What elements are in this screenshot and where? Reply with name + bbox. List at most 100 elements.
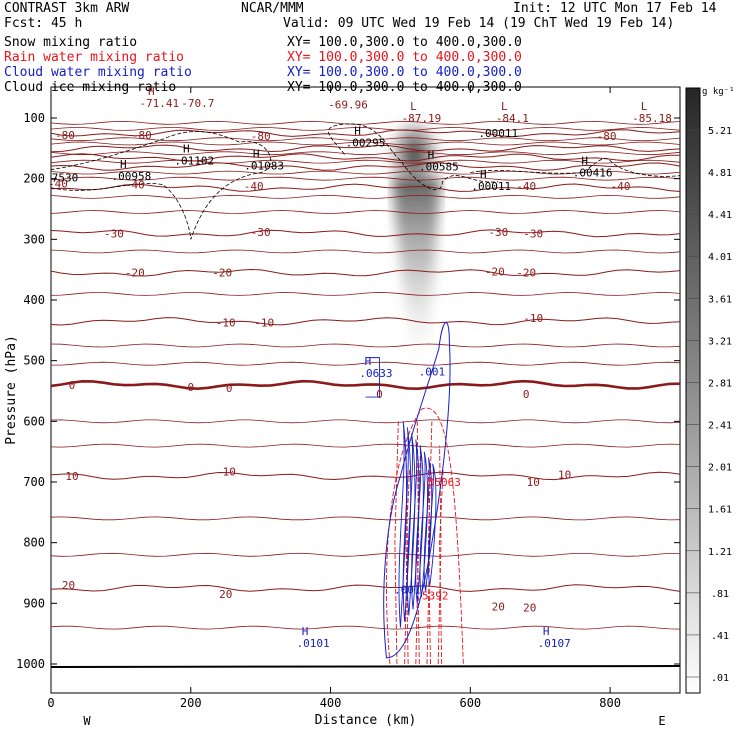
isotherm-label: -40 — [244, 180, 264, 193]
extremum-value: .05063 — [421, 476, 461, 489]
x-tick-label: 800 — [599, 696, 621, 710]
colorbar-label: 2.01 — [708, 463, 732, 474]
isotherm-label: -20 — [212, 267, 232, 280]
isotherm-label: 20 — [523, 602, 536, 615]
isotherm-20 — [50, 584, 681, 592]
east-label: E — [658, 714, 665, 728]
extremum-type: H — [354, 124, 361, 137]
isotherm-label: -80 — [132, 129, 152, 142]
isotherm-label: -10 — [254, 316, 274, 329]
rain-contour — [437, 445, 442, 665]
ice-contour-center — [328, 123, 499, 191]
extremum-value: .001 — [419, 366, 446, 379]
isotherm-minor — [50, 137, 681, 142]
org-label: NCAR/MMM — [241, 1, 304, 16]
x-tick-label: 200 — [180, 696, 202, 710]
isotherm-minor — [50, 141, 681, 146]
isotherm--60 — [50, 153, 681, 162]
y-axis-label: Pressure (hPa) — [4, 335, 19, 445]
isotherm-label: 0 — [69, 379, 76, 392]
isotherm-label: 20 — [492, 600, 505, 613]
temperature-contours — [50, 120, 681, 630]
extremum-value: .0107 — [538, 637, 571, 650]
west-label: W — [83, 714, 91, 728]
isotherm-label: -30 — [488, 226, 508, 239]
extremum-value: -70.7 — [181, 97, 214, 110]
y-tick-label: 1000 — [16, 657, 45, 671]
extrema-labels: H-71.41 -70.7 -69.96 L-87.19L-84.1L-85.18H.… — [52, 85, 672, 650]
isotherm--80 — [50, 129, 681, 138]
isotherm-label: -10 — [216, 316, 236, 329]
cloud-water-core — [406, 433, 416, 616]
extremum-value: .01102 — [174, 154, 214, 167]
isotherm-minor — [51, 361, 681, 366]
cloud-ice-contours — [50, 123, 681, 240]
rain-contour — [415, 421, 420, 665]
isotherm-label: -40 — [48, 178, 68, 191]
extremum-value: .00295 — [346, 136, 386, 149]
isotherm-label: 10 — [527, 476, 540, 489]
y-tick-label: 800 — [23, 536, 45, 550]
extremum-value: .00416 — [573, 167, 613, 180]
isotherm--70 — [50, 144, 681, 153]
isotherm--50 — [50, 162, 681, 171]
extremum-type: L — [501, 100, 508, 113]
colorbar-label: .41 — [711, 631, 729, 642]
rain-contour — [427, 421, 433, 665]
plot-area: -80 -80 -80 -80 -40 -40 -40 -40 -40 -30 -30 -30 -30 -… — [48, 85, 681, 694]
isotherm-label: -40 — [125, 179, 145, 192]
init-time: Init: 12 UTC Mon 17 Feb 14 — [513, 1, 717, 16]
isotherm--30 — [50, 229, 681, 238]
cloud-water-core — [398, 421, 408, 628]
y-tick-label: 700 — [23, 475, 45, 489]
cloud-water-core — [427, 463, 437, 586]
isotherm--10 — [50, 317, 681, 326]
isotherm-label: 0 — [226, 382, 233, 395]
plume-stem — [392, 178, 441, 349]
rain-contour — [394, 421, 399, 665]
extremum-value: -84.1 — [496, 112, 529, 125]
colorbar-label: 1.21 — [708, 547, 732, 558]
extremum-type: H — [581, 155, 588, 168]
isotherm--40 — [50, 183, 681, 192]
y-tick-label: 200 — [23, 172, 45, 186]
legend-snow-label: Snow mixing ratio — [4, 35, 138, 50]
plot-frame — [50, 86, 681, 694]
extremum-type: H — [428, 149, 435, 162]
isotherm-label: 0 — [523, 388, 530, 401]
colorbar-label: .01 — [711, 673, 729, 684]
isotherm-label: -40 — [516, 180, 536, 193]
colorbar-label: 4.41 — [708, 210, 732, 221]
extremum-value: .00585 — [419, 161, 459, 174]
isotherm-minor — [50, 419, 681, 424]
colorbar-unit: g kg⁻¹ — [702, 87, 735, 97]
isotherm-0 — [50, 379, 681, 391]
y-tick-label: 100 — [23, 111, 45, 125]
isotherm-minor — [50, 194, 681, 199]
isotherm-10 — [50, 471, 681, 481]
snow-plume-shading — [386, 121, 443, 349]
isotherm-label: 0 — [187, 381, 194, 394]
isotherm-minor — [50, 159, 681, 164]
isotherm-label: 10 — [558, 469, 571, 482]
y-tick-label: 300 — [23, 232, 45, 246]
cloud-water-core — [411, 439, 420, 610]
x-tick-label: 600 — [459, 696, 481, 710]
extremum-type: H — [365, 355, 372, 368]
cloud-water-contours — [365, 322, 451, 659]
extremum-value: -87.19 — [402, 112, 442, 125]
extremum-type: H — [253, 147, 260, 160]
isotherm-label: -20 — [125, 267, 145, 280]
extremum-value: .5392 — [415, 589, 448, 602]
ice-contour-west — [50, 131, 272, 240]
isotherm-label: -80 — [597, 130, 617, 143]
extremum-value: -69.96 — [328, 99, 368, 112]
legend-snow-xy: XY= 100.0,300.0 to 400.0,300.0 — [287, 35, 522, 50]
colorbar-label: 4.01 — [708, 252, 732, 263]
extremum-value: .001 — [394, 583, 421, 596]
surface-line — [50, 665, 681, 668]
isotherm-minor — [50, 516, 681, 521]
isotherm-label: -80 — [251, 130, 271, 143]
